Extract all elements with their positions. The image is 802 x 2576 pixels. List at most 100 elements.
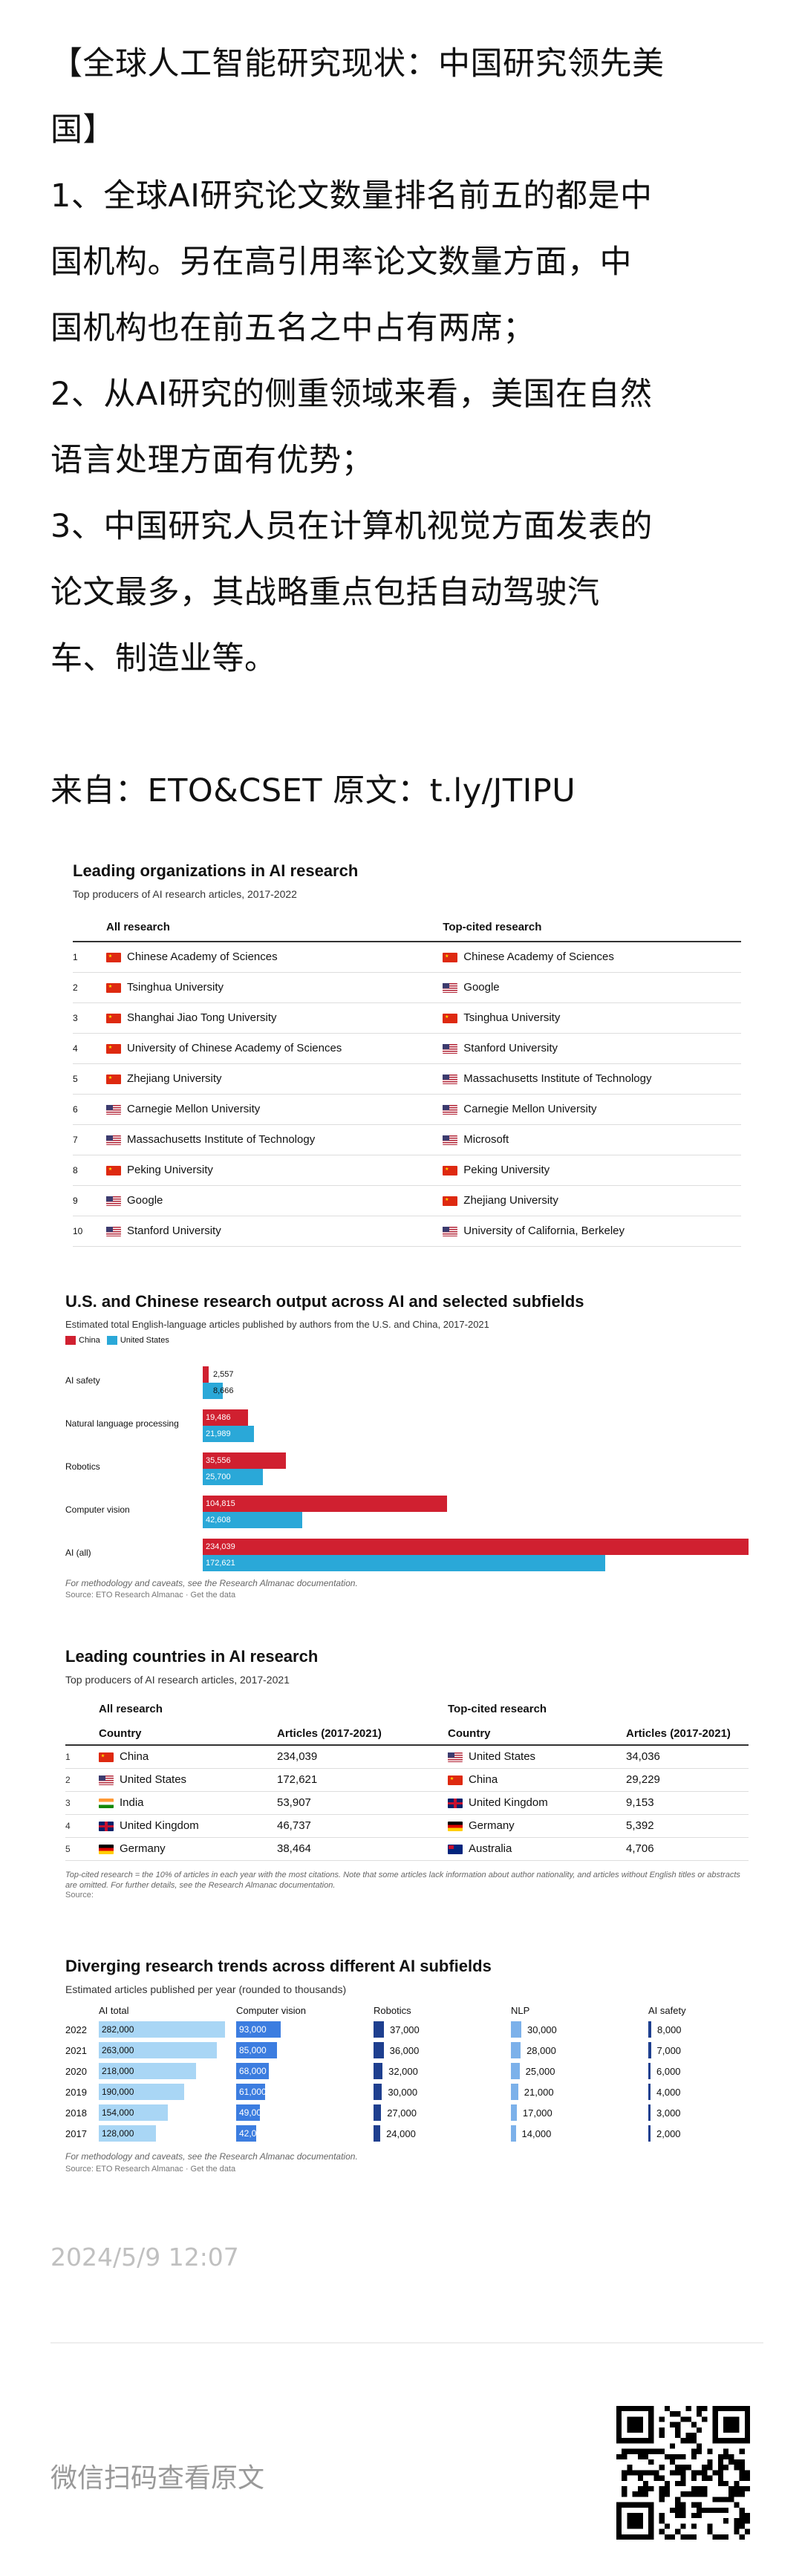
org-top-name: Massachusetts Institute of Technology <box>463 1072 652 1085</box>
org-top-cell: Google <box>443 972 741 1003</box>
legend-china: China <box>79 1336 100 1345</box>
flag-us-icon <box>443 1104 458 1115</box>
trend-bar-robotics <box>374 2042 384 2058</box>
org-top-cell: Stanford University <box>443 1033 741 1064</box>
trend-bar-safety <box>648 2104 651 2121</box>
orgs-section: Leading organizations in AI research Top… <box>73 861 741 1247</box>
trend-value: 30,000 <box>388 2086 418 2098</box>
bar-value-label: 35,556 <box>206 1456 231 1465</box>
bar-category-label: Robotics <box>65 1461 100 1472</box>
trend-value: 68,000 <box>239 2066 267 2076</box>
bar-china: 2,557 <box>203 1366 234 1383</box>
org-all-cell: Carnegie Mellon University <box>106 1094 443 1125</box>
country-all-count: 172,621 <box>277 1768 448 1792</box>
trend-cell-robotics: 36,000 <box>374 2040 511 2061</box>
chart-source[interactable]: Source: ETO Research Almanac · Get the d… <box>65 1591 236 1600</box>
flag-us-icon <box>443 1043 458 1054</box>
wechat-scan-text: 微信扫码查看原文 <box>50 2463 265 2494</box>
country-all-name: Germany <box>120 1842 166 1855</box>
trend-bar-ai_total: 154,000 <box>99 2104 168 2121</box>
trends-source[interactable]: Source: ETO Research Almanac · Get the d… <box>65 2165 236 2174</box>
trend-bar-ai_total: 218,000 <box>99 2063 197 2079</box>
trend-value: 36,000 <box>389 2044 420 2056</box>
trend-year: 2022 <box>65 2024 87 2035</box>
legend-swatch-us <box>106 1336 117 1346</box>
trend-cell-nlp: 17,000 <box>511 2102 648 2123</box>
trend-bar-cv: 68,000 <box>236 2063 269 2079</box>
country-row: 5 Germany 38,464 Australia 4,706 <box>65 1837 749 1861</box>
trend-value: 49,000 <box>239 2107 267 2118</box>
country-top-name: China <box>469 1773 498 1786</box>
bar-china: 234,039 <box>203 1539 749 1555</box>
trend-bar-robotics <box>374 2021 384 2038</box>
org-top-name: Peking University <box>463 1164 550 1176</box>
org-row: 7 Massachusetts Institute of Technology Mi… <box>73 1124 741 1155</box>
flag-in-icon <box>99 1798 114 1808</box>
trend-value: 8,000 <box>657 2024 682 2035</box>
trend-value: 21,000 <box>524 2086 554 2098</box>
trend-h-nlp: NLP <box>511 2004 530 2016</box>
country-all-name: China <box>120 1750 149 1764</box>
org-top-name: Tsinghua University <box>463 1011 561 1024</box>
trend-value: 30,000 <box>527 2024 557 2035</box>
trend-cell-robotics: 32,000 <box>374 2061 511 2081</box>
countries-source: Source: <box>65 1890 94 1900</box>
post-source[interactable]: 来自：ETO&CSET 原文：t.ly/JTIPU <box>50 772 576 809</box>
bar-value-label: 25,700 <box>206 1473 231 1481</box>
flag-cn-icon <box>106 1074 121 1084</box>
org-rank: 3 <box>73 1002 106 1034</box>
post-line: 论文最多，其战略重点包括自动驾驶汽 <box>50 574 600 611</box>
org-row: 5 Zhejiang University Massachusetts Instit… <box>73 1063 741 1095</box>
country-top-count: 4,706 <box>626 1837 749 1861</box>
post-date: 2024/5/9 12:07 <box>50 2243 239 2272</box>
trend-bar-safety <box>648 2125 651 2142</box>
output-chart: U.S. and Chinese research output across … <box>65 1292 749 1619</box>
qr-code-icon[interactable] <box>616 2406 750 2540</box>
trend-cell-nlp: 30,000 <box>511 2019 648 2040</box>
country-all-cell: India <box>99 1791 277 1815</box>
post-line: 车、制造业等。 <box>50 640 277 677</box>
trend-bar-nlp <box>511 2084 518 2100</box>
org-rank: 4 <box>73 1033 106 1064</box>
org-all-name: Peking University <box>127 1164 213 1176</box>
flag-cn-icon <box>443 1165 458 1175</box>
trend-cell-ai_total: 263,000 <box>99 2040 236 2061</box>
trend-cell-nlp: 28,000 <box>511 2040 648 2061</box>
country-all-count: 38,464 <box>277 1837 448 1861</box>
flag-de-icon <box>448 1821 463 1831</box>
org-all-cell: Tsinghua University <box>106 972 443 1003</box>
trend-value: 14,000 <box>521 2127 552 2139</box>
trend-bar-ai_total: 282,000 <box>99 2021 225 2038</box>
bar-value-label: 104,815 <box>206 1499 235 1508</box>
chart-legend: China United States <box>65 1336 749 1346</box>
trend-row: 2018 154,000 49,000 27,000 17,000 3,000 <box>65 2102 749 2123</box>
post-line: 国】 <box>50 111 115 149</box>
trend-bar-ai_total: 190,000 <box>99 2084 184 2100</box>
trend-value: 28,000 <box>526 2044 556 2056</box>
country-row: 2 United States 172,621 China 29,229 <box>65 1768 749 1792</box>
country-top-name: United States <box>469 1750 536 1764</box>
trend-value: 27,000 <box>387 2107 417 2119</box>
org-rank: 5 <box>73 1063 106 1095</box>
trend-value: 17,000 <box>522 2107 552 2119</box>
org-all-name: Carnegie Mellon University <box>127 1103 261 1115</box>
trend-row: 2022 282,000 93,000 37,000 30,000 8,000 <box>65 2019 749 2040</box>
post-line: 1、全球AI研究论文数量排名前五的都是中 <box>50 177 653 215</box>
trend-cell-nlp: 25,000 <box>511 2061 648 2081</box>
org-rank: 9 <box>73 1185 106 1216</box>
bar-china: 19,486 <box>203 1409 249 1426</box>
trend-h-cv: Computer vision <box>236 2004 306 2016</box>
trend-value: 190,000 <box>102 2087 134 2097</box>
trend-value: 3,000 <box>656 2107 681 2119</box>
org-all-cell: Massachusetts Institute of Technology <box>106 1124 443 1155</box>
trend-cell-safety: 2,000 <box>648 2123 749 2144</box>
flag-cn-icon <box>106 982 121 993</box>
trend-value: 37,000 <box>390 2024 420 2035</box>
country-top-cell: Germany <box>448 1814 626 1838</box>
trend-cell-ai_total: 190,000 <box>99 2081 236 2102</box>
country-top-count: 34,036 <box>626 1745 749 1769</box>
trend-cell-robotics: 27,000 <box>374 2102 511 2123</box>
flag-us-icon <box>106 1226 121 1236</box>
country-rank: 3 <box>65 1791 99 1815</box>
trend-cell-cv: 85,000 <box>236 2040 374 2061</box>
